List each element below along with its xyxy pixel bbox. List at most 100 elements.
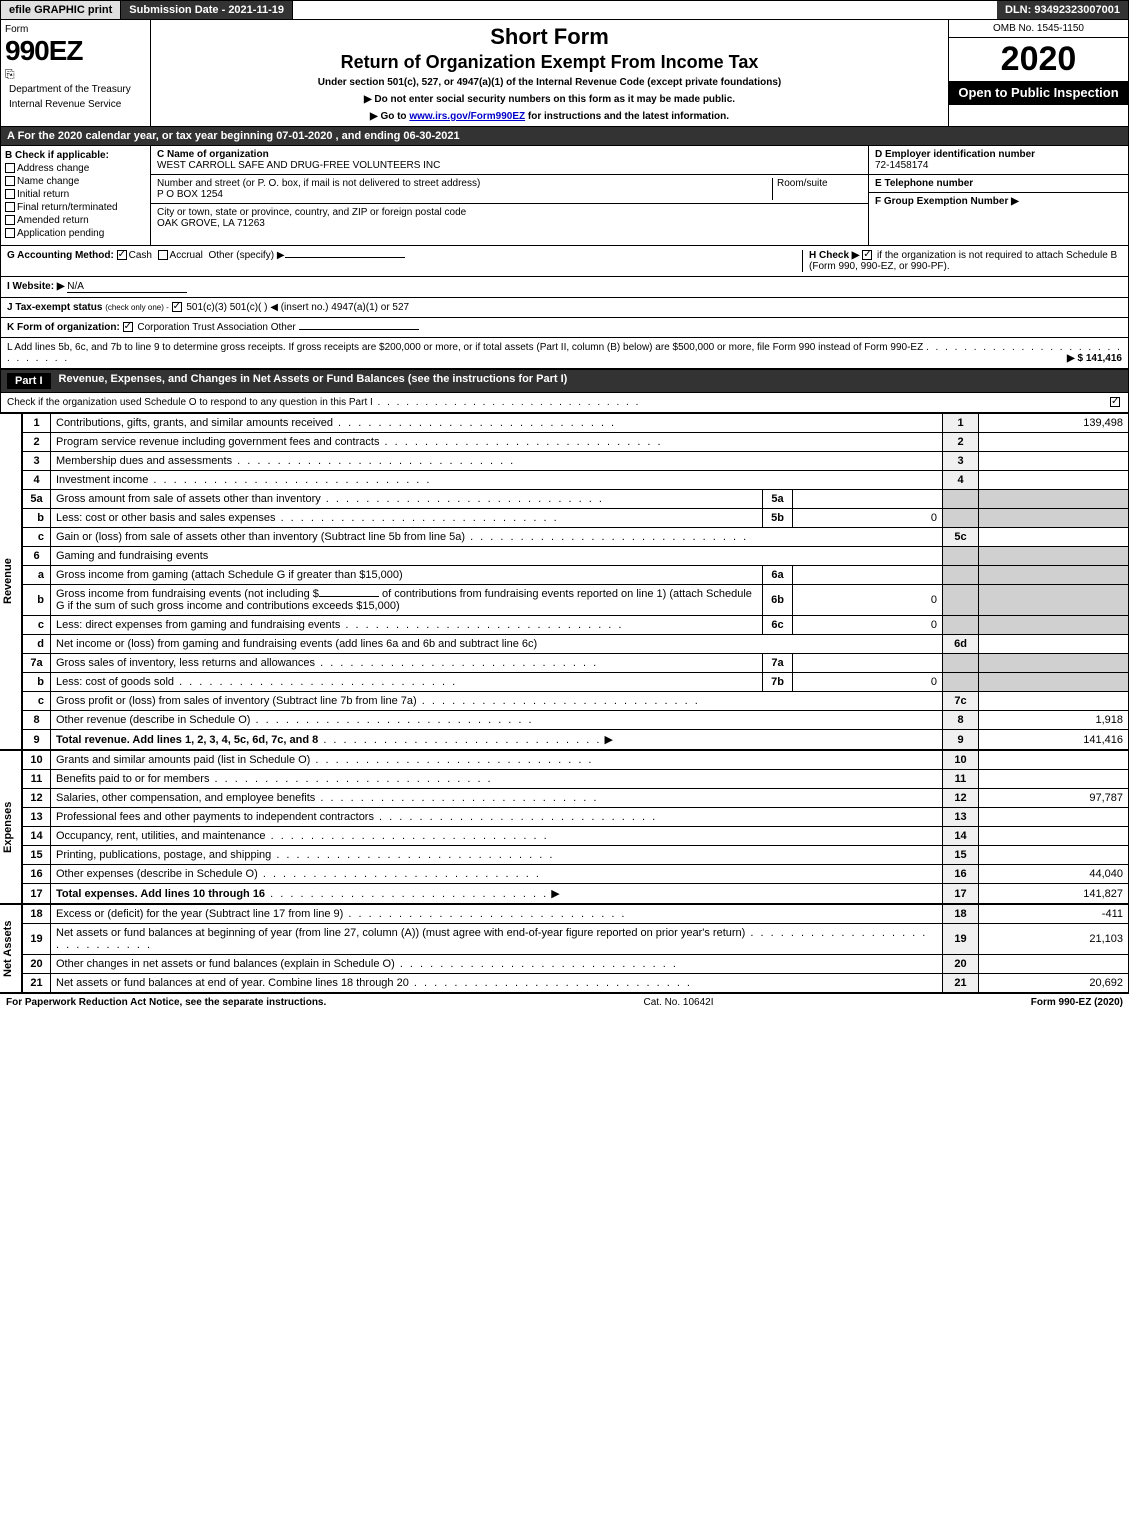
chk-501c3[interactable] bbox=[172, 302, 182, 312]
part-1-header: Part I Revenue, Expenses, and Changes in… bbox=[0, 369, 1129, 393]
row-j: J Tax-exempt status (check only one) - 5… bbox=[0, 298, 1129, 318]
chk-address-change[interactable]: Address change bbox=[5, 163, 146, 174]
box-b-title: B Check if applicable: bbox=[5, 150, 146, 161]
form-org-label: K Form of organization: bbox=[7, 322, 120, 333]
irs-link[interactable]: www.irs.gov/Form990EZ bbox=[409, 111, 525, 122]
table-row: 9Total revenue. Add lines 1, 2, 3, 4, 5c… bbox=[23, 730, 1129, 750]
dln: DLN: 93492323007001 bbox=[997, 1, 1128, 19]
org-name: WEST CARROLL SAFE AND DRUG-FREE VOLUNTEE… bbox=[157, 160, 440, 171]
tax-exempt-label: J Tax-exempt status bbox=[7, 302, 102, 313]
revenue-side-label: Revenue bbox=[0, 413, 22, 750]
header-right: OMB No. 1545-1150 2020 Open to Public In… bbox=[948, 20, 1128, 126]
table-row: 8Other revenue (describe in Schedule O)8… bbox=[23, 711, 1129, 730]
header-left: Form 990EZ ⎘ Department of the Treasury … bbox=[1, 20, 151, 126]
revenue-section: Revenue 1Contributions, gifts, grants, a… bbox=[0, 413, 1129, 750]
table-row: 12Salaries, other compensation, and empl… bbox=[23, 789, 1129, 808]
table-row: cGain or (loss) from sale of assets othe… bbox=[23, 528, 1129, 547]
tax-exempt-small: (check only one) - bbox=[105, 303, 169, 312]
table-row: 16Other expenses (describe in Schedule O… bbox=[23, 865, 1129, 884]
website-value: N/A bbox=[67, 281, 187, 293]
form-org-options: Corporation Trust Association Other bbox=[137, 322, 295, 333]
part-1-title: Revenue, Expenses, and Changes in Net As… bbox=[59, 373, 568, 389]
table-row: 3Membership dues and assessments3 bbox=[23, 452, 1129, 471]
chk-schedule-b[interactable] bbox=[862, 250, 872, 260]
chk-schedule-o[interactable] bbox=[1110, 397, 1120, 407]
table-row: 11Benefits paid to or for members11 bbox=[23, 770, 1129, 789]
expenses-section: Expenses 10Grants and similar amounts pa… bbox=[0, 750, 1129, 904]
ssn-warning: ▶ Do not enter social security numbers o… bbox=[159, 94, 940, 105]
org-address: P O BOX 1254 bbox=[157, 189, 223, 200]
row-k: K Form of organization: Corporation Trus… bbox=[0, 318, 1129, 338]
box-c: C Name of organization WEST CARROLL SAFE… bbox=[151, 146, 868, 245]
line-l-text: L Add lines 5b, 6c, and 7b to line 9 to … bbox=[7, 342, 923, 353]
chk-name-change[interactable]: Name change bbox=[5, 176, 146, 187]
form-word: Form bbox=[5, 24, 146, 35]
table-row: 14Occupancy, rent, utilities, and mainte… bbox=[23, 827, 1129, 846]
omb-number: OMB No. 1545-1150 bbox=[949, 20, 1128, 38]
efile-print-button[interactable]: efile GRAPHIC print bbox=[1, 1, 121, 19]
box-b: B Check if applicable: Address change Na… bbox=[1, 146, 151, 245]
table-row: bLess: cost of goods sold7b0 bbox=[23, 673, 1129, 692]
boxes-def: D Employer identification number 72-1458… bbox=[868, 146, 1128, 245]
expenses-side-label: Expenses bbox=[0, 750, 22, 904]
open-to-public: Open to Public Inspection bbox=[949, 81, 1128, 105]
form-ref: Form 990-EZ (2020) bbox=[1031, 997, 1123, 1008]
line-l-amount: ▶ $ 141,416 bbox=[1067, 353, 1122, 364]
ein-value: 72-1458174 bbox=[875, 160, 1122, 171]
org-city: OAK GROVE, LA 71263 bbox=[157, 218, 265, 229]
return-title: Return of Organization Exempt From Incom… bbox=[159, 52, 940, 73]
table-row: cGross profit or (loss) from sales of in… bbox=[23, 692, 1129, 711]
short-form-title: Short Form bbox=[159, 24, 940, 50]
cat-number: Cat. No. 10642I bbox=[326, 997, 1030, 1008]
org-name-label: C Name of organization bbox=[157, 149, 269, 160]
table-row: 4Investment income4 bbox=[23, 471, 1129, 490]
city-label: City or town, state or province, country… bbox=[157, 207, 466, 218]
table-row: bGross income from fundraising events (n… bbox=[23, 585, 1129, 616]
chk-cash[interactable] bbox=[117, 250, 127, 260]
table-row: aGross income from gaming (attach Schedu… bbox=[23, 566, 1129, 585]
header-center: Short Form Return of Organization Exempt… bbox=[151, 20, 948, 126]
netassets-section: Net Assets 18Excess or (deficit) for the… bbox=[0, 904, 1129, 993]
table-row: 1Contributions, gifts, grants, and simil… bbox=[23, 414, 1129, 433]
department: Department of the Treasury bbox=[5, 82, 146, 97]
expenses-table: 10Grants and similar amounts paid (list … bbox=[22, 750, 1129, 904]
table-row: 19Net assets or fund balances at beginni… bbox=[23, 924, 1129, 955]
chk-accrual[interactable] bbox=[158, 250, 168, 260]
website-label: I Website: ▶ bbox=[7, 281, 65, 292]
entity-block: B Check if applicable: Address change Na… bbox=[0, 146, 1129, 246]
part-1-check-note: Check if the organization used Schedule … bbox=[0, 393, 1129, 413]
tax-year: 2020 bbox=[949, 38, 1128, 81]
other-method-input[interactable] bbox=[285, 257, 405, 258]
part-1-label: Part I bbox=[7, 373, 51, 389]
accounting-method-label: G Accounting Method: bbox=[7, 250, 114, 261]
chk-initial-return[interactable]: Initial return bbox=[5, 189, 146, 200]
netassets-side-label: Net Assets bbox=[0, 904, 22, 993]
table-row: cLess: direct expenses from gaming and f… bbox=[23, 616, 1129, 635]
topbar-spacer bbox=[293, 1, 997, 19]
period-row: A For the 2020 calendar year, or tax yea… bbox=[0, 127, 1129, 146]
table-row: 17Total expenses. Add lines 10 through 1… bbox=[23, 884, 1129, 904]
table-row: 13Professional fees and other payments t… bbox=[23, 808, 1129, 827]
go-to-instructions: ▶ Go to www.irs.gov/Form990EZ for instru… bbox=[159, 111, 940, 122]
line-h-label: H Check ▶ bbox=[809, 250, 859, 261]
form-header: Form 990EZ ⎘ Department of the Treasury … bbox=[0, 20, 1129, 127]
revenue-table: 1Contributions, gifts, grants, and simil… bbox=[22, 413, 1129, 750]
row-g-h: G Accounting Method: Cash Accrual Other … bbox=[0, 246, 1129, 277]
table-row: 5aGross amount from sale of assets other… bbox=[23, 490, 1129, 509]
table-row: dNet income or (loss) from gaming and fu… bbox=[23, 635, 1129, 654]
table-row: 15Printing, publications, postage, and s… bbox=[23, 846, 1129, 865]
chk-corporation[interactable] bbox=[123, 322, 133, 332]
form-number: 990EZ bbox=[5, 35, 146, 67]
chk-amended-return[interactable]: Amended return bbox=[5, 215, 146, 226]
row-l: L Add lines 5b, 6c, and 7b to line 9 to … bbox=[0, 338, 1129, 369]
chk-final-return[interactable]: Final return/terminated bbox=[5, 202, 146, 213]
under-section: Under section 501(c), 527, or 4947(a)(1)… bbox=[159, 77, 940, 88]
schedule-o-note: Check if the organization used Schedule … bbox=[7, 397, 373, 408]
row-i: I Website: ▶ N/A bbox=[0, 277, 1129, 298]
other-org-input[interactable] bbox=[299, 329, 419, 330]
go-to-suffix: for instructions and the latest informat… bbox=[525, 111, 729, 122]
table-row: 20Other changes in net assets or fund ba… bbox=[23, 955, 1129, 974]
table-row: bLess: cost or other basis and sales exp… bbox=[23, 509, 1129, 528]
chk-application-pending[interactable]: Application pending bbox=[5, 228, 146, 239]
room-label: Room/suite bbox=[777, 178, 828, 189]
